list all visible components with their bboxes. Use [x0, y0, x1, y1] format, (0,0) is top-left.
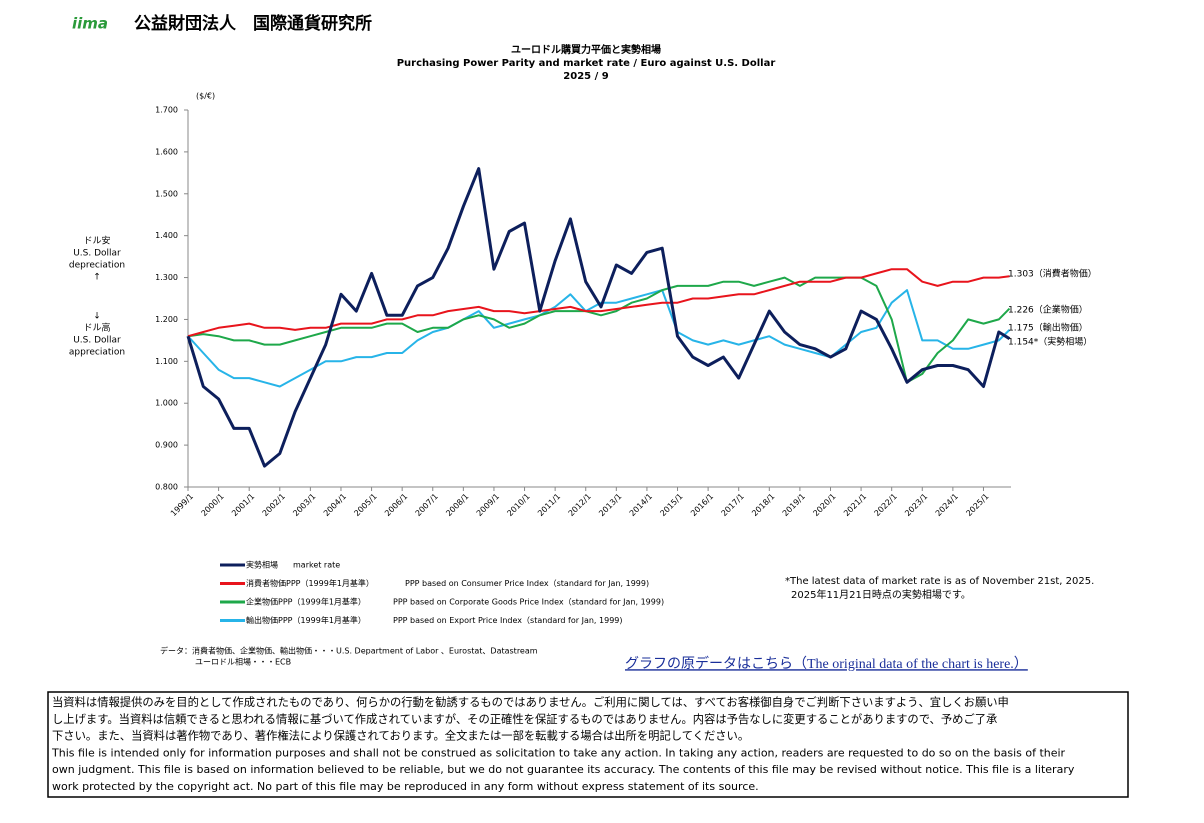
x-tick-label: 2011/1	[536, 492, 562, 518]
x-tick-label: 2019/1	[781, 492, 807, 518]
legend-name: 企業物価PPP（1999年1月基準）	[246, 597, 366, 607]
x-tick-label: 2006/1	[383, 492, 409, 518]
x-tick-label: 2003/1	[291, 492, 317, 518]
y-tick-label: 1.300	[155, 273, 178, 282]
disclaimer-line: work protected by the copyright act. No …	[52, 780, 759, 793]
x-tick-label: 2022/1	[873, 492, 899, 518]
upper-note: ↑	[93, 273, 101, 283]
legend-name: 輸出物価PPP（1999年1月基準）	[246, 615, 366, 625]
end-label: 1.154*（実勢相場）	[1008, 336, 1092, 348]
legend-name: 実勢相場	[246, 560, 278, 570]
upper-note: U.S. Dollar	[73, 249, 121, 259]
disclaimer-line: 下さい。また、当資料は著作物であり、著作権法により保護されております。全文または…	[52, 729, 749, 743]
disclaimer-line: own judgment. This file is based on info…	[52, 763, 1075, 776]
y-tick-label: 1.600	[155, 147, 178, 156]
chart-title: ユーロドル購買力平価と実勢相場	[511, 43, 661, 56]
x-tick-label: 2024/1	[934, 492, 960, 518]
lower-note: appreciation	[69, 348, 125, 358]
x-tick-label: 2018/1	[750, 492, 776, 518]
data-link[interactable]: グラフの原データはこちら（The original data of the ch…	[625, 655, 1028, 672]
x-tick-label: 2005/1	[352, 492, 378, 518]
note: *The latest data of market rate is as of…	[785, 576, 1094, 587]
end-label: 1.303（消費者物価）	[1008, 268, 1097, 280]
lower-note: ↓	[93, 312, 101, 322]
x-tick-label: 2009/1	[475, 492, 501, 518]
y-tick-label: 1.100	[155, 357, 178, 366]
lower-note: U.S. Dollar	[73, 336, 121, 346]
legend-desc: PPP based on Corporate Goods Price Index…	[393, 598, 664, 607]
y-unit: ($/€)	[196, 92, 215, 101]
y-tick-label: 1.700	[155, 106, 178, 115]
series-line	[186, 167, 1011, 468]
x-tick-label: 2013/1	[597, 492, 623, 518]
x-tick-label: 2015/1	[658, 492, 684, 518]
legend-desc: market rate	[293, 561, 340, 570]
source: データ：消費者物価、企業物価、輸出物価・・・U.S. Department of…	[160, 646, 538, 656]
org-name: 公益財団法人 国際通貨研究所	[134, 13, 372, 34]
chart-date: 2025 / 9	[563, 71, 608, 82]
end-label: 1.175（輸出物価）	[1008, 322, 1088, 334]
x-tick-label: 2014/1	[628, 492, 654, 518]
note: 2025年11月21日時点の実勢相場です。	[791, 588, 971, 601]
x-tick-label: 2004/1	[322, 492, 348, 518]
series-line	[187, 276, 1011, 384]
y-tick-label: 1.200	[155, 315, 178, 324]
logo: iima	[72, 15, 108, 33]
disclaimer-line: し上げます。当資料は信頼できると思われる情報に基づいて作成されていますが、その正…	[52, 712, 997, 726]
upper-note: ドル安	[83, 235, 110, 247]
x-tick-label: 1999/1	[169, 492, 195, 518]
x-tick-label: 2016/1	[689, 492, 715, 518]
y-tick-label: 0.800	[155, 483, 178, 492]
x-tick-label: 2023/1	[903, 492, 929, 518]
disclaimer-line: 当資料は情報提供のみを目的として作成されたものであり、何らかの行動を勧誘するもの…	[52, 695, 1009, 709]
y-tick-label: 1.000	[155, 399, 178, 408]
x-tick-label: 2000/1	[200, 492, 226, 518]
x-tick-label: 2001/1	[230, 492, 256, 518]
x-tick-label: 2021/1	[842, 492, 868, 518]
source: ユーロドル相場・・・ECB	[195, 657, 291, 667]
x-tick-label: 2012/1	[567, 492, 593, 518]
x-tick-label: 2020/1	[811, 492, 837, 518]
x-tick-label: 2017/1	[720, 492, 746, 518]
lower-note: ドル高	[83, 322, 110, 334]
disclaimer-line: This file is intended only for informati…	[51, 746, 1066, 759]
disclaimer-box	[47, 691, 1129, 798]
y-tick-label: 1.400	[155, 231, 178, 240]
chart-subtitle: Purchasing Power Parity and market rate …	[397, 58, 776, 69]
x-tick-label: 2025/1	[964, 492, 990, 518]
legend-name: 消費者物価PPP（1999年1月基準）	[246, 578, 374, 588]
legend-desc: PPP based on Consumer Price Index（standa…	[405, 579, 649, 588]
legend-desc: PPP based on Export Price Index（standard…	[393, 616, 623, 625]
x-tick-label: 2010/1	[505, 492, 531, 518]
series-line	[187, 268, 1010, 338]
end-label: 1.226（企業物価）	[1008, 304, 1088, 316]
x-tick-label: 2002/1	[261, 492, 287, 518]
upper-note: depreciation	[69, 261, 125, 271]
y-tick-label: 0.900	[155, 441, 178, 450]
y-tick-label: 1.500	[155, 189, 178, 198]
x-tick-label: 2007/1	[414, 492, 440, 518]
x-tick-label: 2008/1	[444, 492, 470, 518]
